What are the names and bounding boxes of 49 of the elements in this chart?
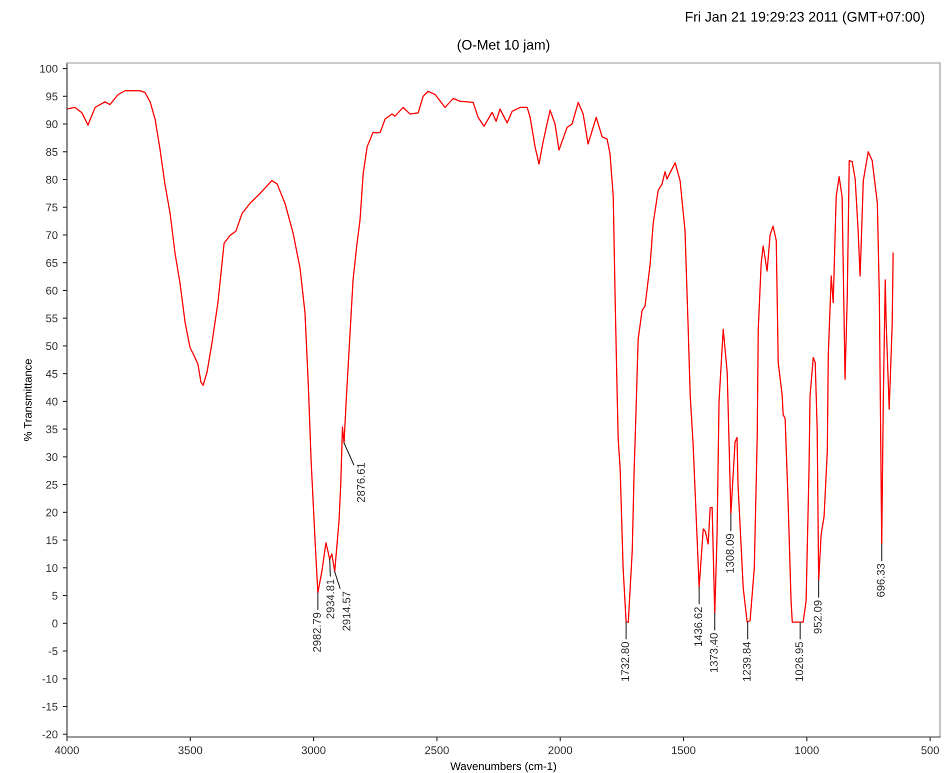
x-tick-label: 4000 — [54, 746, 79, 754]
y-tick-label: 35 — [46, 425, 58, 434]
annotation: 1026.95 — [795, 642, 804, 681]
annotation: 696.33 — [876, 564, 885, 597]
y-tick-label: 70 — [46, 231, 58, 240]
y-tick-label: 20 — [46, 508, 58, 516]
annotation: 2982.79 — [312, 612, 321, 652]
x-tick-label: 2000 — [548, 746, 572, 754]
y-tick-label: 55 — [46, 314, 58, 322]
y-tick-label: 30 — [46, 453, 58, 461]
annotation: 2914.57 — [342, 592, 350, 631]
y-tick-label: 95 — [46, 92, 58, 100]
x-tick-label: 2500 — [425, 746, 449, 754]
y-tick-label: -5 — [48, 647, 58, 656]
y-tick-label: 50 — [46, 342, 58, 350]
y-tick-label: 100 — [40, 64, 58, 73]
x-tick-label: 1500 — [672, 746, 696, 754]
y-tick-label: 25 — [46, 480, 58, 489]
y-axis-title: % Transmittance — [24, 359, 32, 441]
y-tick-label: 40 — [46, 398, 58, 406]
x-axis-title: Wavenumbers (cm-1) — [450, 762, 556, 772]
y-tick-label: 90 — [46, 120, 58, 128]
y-tick-label: -10 — [42, 675, 58, 683]
x-tick-label: 500 — [921, 746, 939, 754]
chart-title: (O-Met 10 jam) — [458, 40, 550, 52]
annotation: 1732.80 — [621, 642, 630, 681]
y-tick-label: 0 — [52, 620, 58, 628]
y-tick-label: 45 — [46, 370, 58, 378]
annotation: 1436.62 — [694, 607, 702, 646]
annotation: 952.09 — [814, 600, 822, 634]
y-tick-label: -20 — [42, 730, 58, 738]
y-tick-label: 60 — [46, 286, 58, 295]
y-tick-label: 75 — [46, 204, 58, 212]
annotation: 1239.84 — [742, 642, 751, 681]
text: Fri Jan 21 19:29:23 2011 (GMT+07:00) — [686, 12, 924, 24]
y-tick-label: 5 — [52, 592, 58, 600]
y-tick-label: 10 — [46, 564, 58, 572]
annotation: 1308.09 — [726, 534, 734, 573]
x-tick-label: 3000 — [302, 746, 326, 754]
annotation: 2876.61 — [356, 462, 365, 502]
y-tick-label: 15 — [46, 536, 58, 544]
x-tick-label: 1000 — [795, 746, 819, 754]
annotation: 1373.40 — [710, 633, 718, 672]
annotation: 2934.81 — [326, 579, 334, 619]
y-tick-label: 65 — [46, 258, 58, 267]
x-tick-label: 3500 — [178, 746, 202, 754]
y-tick-label: 85 — [46, 148, 58, 156]
y-tick-label: -15 — [42, 702, 58, 711]
y-tick-label: 80 — [46, 176, 58, 184]
